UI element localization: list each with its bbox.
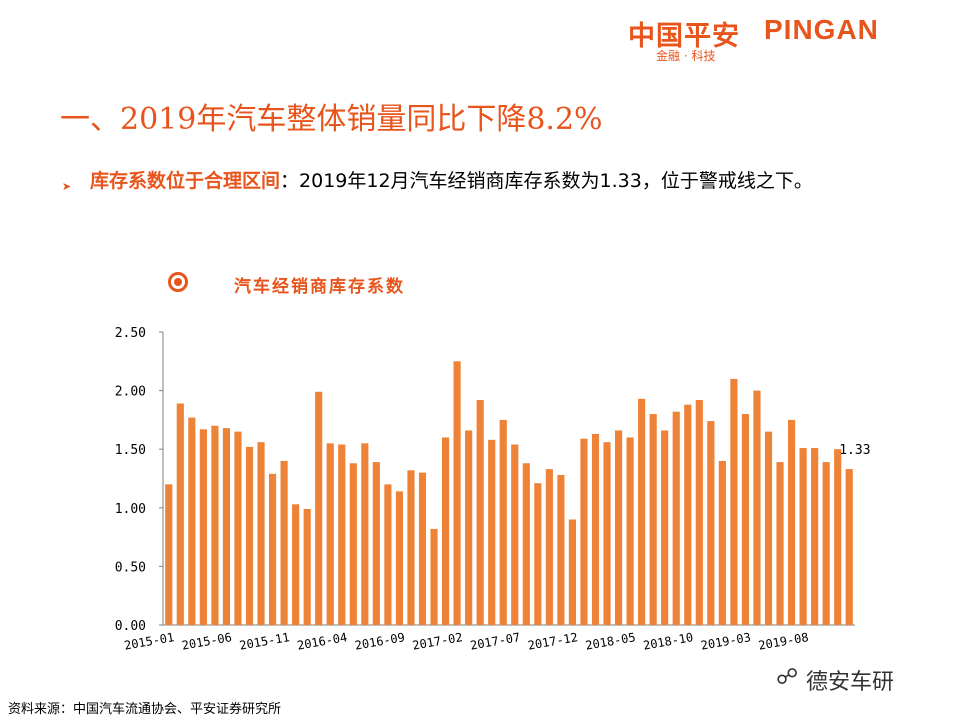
- bar: [222, 428, 231, 625]
- bar: [453, 361, 461, 625]
- bar: [753, 390, 761, 625]
- y-tick-label: 1.50: [115, 443, 146, 458]
- bar: [522, 463, 530, 625]
- bar: [580, 438, 588, 625]
- bar: [234, 431, 242, 625]
- x-tick-label: 2016-04: [296, 630, 348, 653]
- bar: [591, 433, 600, 625]
- bar: [603, 442, 611, 625]
- bar: [488, 439, 496, 625]
- bar: [845, 469, 853, 625]
- y-tick-label: 2.50: [115, 326, 146, 341]
- bullet-text: ：2019年12月汽车经销商库存系数为1.33，位于警戒线之下。: [280, 170, 813, 192]
- bar: [557, 474, 565, 625]
- bar: [707, 421, 715, 625]
- source-note: 资料来源：中国汽车流通协会、平安证券研究所: [8, 702, 282, 717]
- bar: [638, 398, 646, 625]
- bar: [280, 460, 288, 625]
- bar: [349, 463, 357, 625]
- bar: [568, 519, 577, 625]
- bar: [188, 417, 196, 625]
- wechat-icon: ☍: [776, 665, 799, 690]
- chart-title: 汽车经销商库存系数: [234, 277, 405, 297]
- x-tick-label: 2017-07: [469, 630, 521, 653]
- bar: [787, 419, 796, 625]
- bar: [315, 391, 323, 625]
- x-tick-label: 2016-09: [354, 630, 406, 653]
- bar: [730, 378, 738, 625]
- x-tick-label: 2018-05: [584, 630, 636, 653]
- y-tick-label: 0.00: [115, 619, 146, 634]
- bar: [292, 504, 300, 625]
- bullet-arrow-icon: ➤: [62, 180, 72, 193]
- bullet-keyword: 库存系数位于合理区间: [90, 170, 281, 192]
- x-tick-label: 2017-02: [411, 630, 463, 653]
- x-tick-label: 2017-12: [527, 630, 579, 653]
- chart-title-marker-icon: [168, 272, 188, 292]
- bar: [649, 414, 657, 625]
- bar: [430, 528, 438, 625]
- bar: [534, 483, 542, 625]
- bar: [165, 484, 173, 625]
- bar: [799, 448, 807, 625]
- bar: [661, 430, 669, 625]
- bar: [822, 462, 830, 625]
- bar: [338, 444, 346, 625]
- data-label-last: 1.33: [839, 443, 870, 458]
- bar: [741, 414, 750, 625]
- bar: [211, 425, 219, 625]
- page-title: 一、2019年汽车整体销量同比下降8.2%: [60, 102, 603, 137]
- bar: [684, 404, 692, 625]
- bar: [511, 444, 519, 625]
- bar: [418, 472, 427, 625]
- x-tick-label: 2018-10: [642, 630, 694, 653]
- bar: [303, 508, 311, 625]
- bar: [268, 473, 277, 625]
- x-tick-label: 2015-11: [238, 630, 290, 653]
- bar: [176, 403, 184, 625]
- bar: [245, 446, 254, 625]
- bar: [776, 462, 784, 625]
- bar: [199, 429, 207, 625]
- bar: [834, 449, 842, 625]
- bar: [695, 399, 703, 625]
- bar: [545, 469, 553, 625]
- watermark-text: 德安车研: [806, 670, 895, 695]
- bar: [476, 399, 484, 625]
- brand-logo-cn: 中国平安: [628, 21, 740, 52]
- bar: [326, 443, 334, 625]
- bullet-point: 库存系数位于合理区间：2019年12月汽车经销商库存系数为1.33，位于警戒线之…: [90, 166, 900, 196]
- bar: [441, 437, 450, 625]
- y-tick-label: 2.00: [115, 385, 146, 400]
- bar: [614, 430, 623, 625]
- bar: [384, 484, 392, 625]
- brand-tagline: 金融 · 科技: [656, 49, 716, 63]
- x-tick-label: 2019-03: [700, 630, 752, 653]
- brand-logo-en: PINGAN: [764, 14, 879, 45]
- x-tick-label: 2015-06: [181, 630, 233, 653]
- bar: [372, 462, 380, 625]
- bar: [395, 491, 404, 625]
- bar: [764, 431, 773, 625]
- bar: [811, 448, 819, 625]
- bar: [465, 430, 473, 625]
- y-tick-label: 1.00: [115, 502, 146, 517]
- bar: [499, 419, 507, 625]
- bar: [626, 437, 634, 625]
- bar: [361, 443, 369, 625]
- y-tick-label: 0.50: [115, 560, 146, 575]
- x-tick-label: 2019-08: [757, 630, 809, 653]
- bar: [407, 470, 415, 625]
- bar: [672, 411, 680, 625]
- bar: [718, 460, 726, 625]
- bar: [257, 442, 265, 625]
